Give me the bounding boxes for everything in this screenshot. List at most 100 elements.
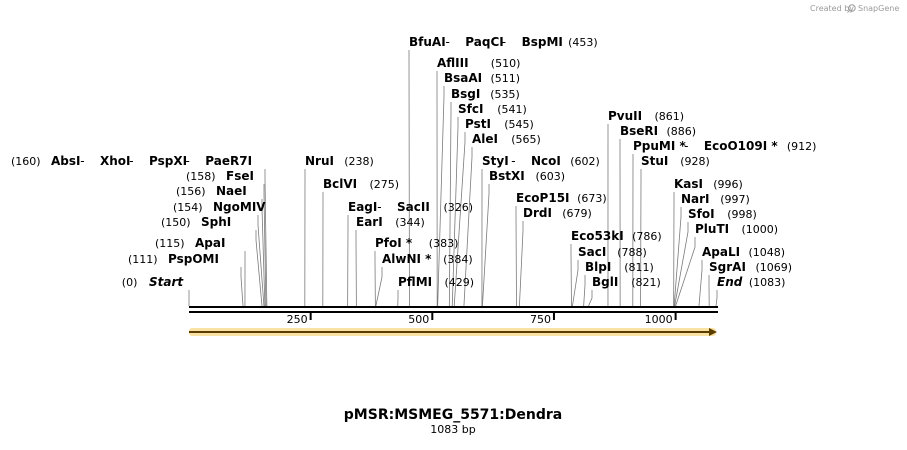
site-separator: - [80,154,84,168]
site-name-bgli: BglI [592,275,618,289]
site-pos-eco53ki: (786) [632,230,662,243]
site-absi[interactable]: (160)AbsI - XhoI - PspXI - PaeR7I [11,154,252,168]
site-line-apali [699,260,702,306]
site-apai[interactable]: (115)ApaI [155,236,225,250]
tick-label-750: 750 [530,313,551,326]
site-name-end: End [717,275,743,289]
site-eco53ki[interactable]: Eco53kI(786) [571,229,662,243]
site-pos-bgli: (821) [631,276,661,289]
site-name-bsaai: BsaAI [444,71,482,85]
site-pos-start: (0) [122,276,138,289]
site-afliii[interactable]: AflIII(510) [437,56,520,70]
site-pluti[interactable]: PluTI (1000) [695,222,778,236]
site-pos-nari: (997) [720,193,750,206]
site-saci[interactable]: SacI(788) [578,245,647,259]
site-styi[interactable]: StyI - NcoI(602) [482,154,600,168]
site-pfoi[interactable]: PfoI *(383) [375,236,458,250]
site-name-nari: NarI [681,192,710,206]
site-pos-sfci: (541) [497,103,527,116]
site-line-alwni [376,267,382,306]
site-name-absi: PspXI [149,154,187,168]
site-end[interactable]: End(1083) [717,275,785,289]
site-bclvi[interactable]: BclVI(275) [323,177,399,191]
credit-prefix: Created by [810,4,854,13]
site-name-psti: PstI [465,117,491,131]
site-bseri[interactable]: BseRI (886) [620,124,696,138]
site-pos-bsaai: (511) [491,72,521,85]
site-pos-afliii: (510) [491,57,521,70]
site-fsei[interactable]: (158)FseI [186,169,254,183]
site-ppumi[interactable]: PpuMI * - EcoO109I *(912) [633,139,816,153]
site-name-sgrai: SgrAI [709,260,746,274]
site-name-pluti: PluTI [695,222,729,236]
site-drdi[interactable]: DrdI(679) [523,206,592,220]
site-pos-fsei: (158) [186,170,216,183]
site-pos-sgrai: (1069) [756,261,793,274]
site-line-pspomi [241,267,243,306]
site-pos-ppumi: (912) [787,140,817,153]
map-subtitle: 1083 bp [430,423,475,436]
site-name-pfoi: PfoI * [375,236,413,250]
site-pos-naei: (156) [176,185,206,198]
site-eari[interactable]: EarI (344) [356,215,425,229]
site-kasi[interactable]: KasI(996) [674,177,743,191]
site-pos-ecop15i: (673) [577,192,607,205]
site-sphi[interactable]: (150)SphI [161,215,231,229]
site-sfoi[interactable]: SfoI(998) [688,207,757,221]
site-pos-saci: (788) [617,246,647,259]
site-pflmi[interactable]: PflMI(429) [398,275,474,289]
site-ecop15i[interactable]: EcoP15I(673) [516,191,607,205]
site-alwni[interactable]: AlwNI *(384) [382,252,473,266]
site-sgrai[interactable]: SgrAI (1069) [709,260,792,274]
site-sfci[interactable]: SfcI (541) [458,102,527,116]
site-name-drdi: DrdI [523,206,552,220]
site-pspomi[interactable]: (111)PspOMI [128,252,219,266]
site-nari[interactable]: NarI (997) [681,192,750,206]
site-psti[interactable]: PstI(545) [465,117,534,131]
site-name-alwni: AlwNI * [382,252,432,266]
site-eagi[interactable]: EagI - SacII(326) [348,200,473,214]
site-pos-stui: (928) [680,155,710,168]
site-bsgi[interactable]: BsgI(535) [451,87,520,101]
site-nrui[interactable]: NruI(238) [305,154,374,168]
site-bsaai[interactable]: BsaAI (511) [444,71,520,85]
site-start[interactable]: (0) Start [122,275,185,289]
site-name-bseri: BseRI [620,124,658,138]
snapgene-credit: Created by SnapGene [810,4,899,13]
site-name-ngomiv: NgoMIV [213,200,266,214]
site-pos-bsgi: (535) [490,88,520,101]
site-name-styi: NcoI [531,154,561,168]
site-name-bclvi: BclVI [323,177,357,191]
site-blpi[interactable]: BlpI(811) [585,260,654,274]
site-pos-nrui: (238) [344,155,374,168]
site-pos-sphi: (150) [161,216,191,229]
site-name-absi: AbsI [51,154,80,168]
site-name-absi: PaeR7I [205,154,252,168]
feature-dendra[interactable] [189,328,717,336]
site-name-absi: XhoI [100,154,131,168]
site-pvuii[interactable]: PvuII(861) [608,109,684,123]
site-name-start: Start [149,275,184,289]
site-name-sfci: SfcI [458,102,483,116]
map-title: pMSR:MSMEG_5571:Dendra [344,407,562,423]
site-line-sfoi [675,222,688,306]
site-name-bfuai: BspMI [522,35,563,49]
site-pos-bseri: (886) [667,125,697,138]
site-bstxi[interactable]: BstXI(603) [489,169,565,183]
site-pos-pluti: (1000) [742,223,779,236]
site-ngomiv[interactable]: (154)NgoMIV [173,200,266,214]
site-naei[interactable]: (156)NaeI [176,184,247,198]
site-pos-eari: (344) [395,216,425,229]
site-bfuai[interactable]: BfuAI - PaqCI - BspMI(453) [409,35,598,49]
site-name-eagi: SacII [397,200,430,214]
site-apali[interactable]: ApaLI(1048) [702,245,785,259]
site-separator: - [377,200,381,214]
site-alei[interactable]: AleI(565) [472,132,541,146]
site-pos-apai: (115) [155,237,185,250]
site-separator: - [129,154,133,168]
site-stui[interactable]: StuI(928) [641,154,710,168]
site-labels: (0)Start(111)PspOMI(115)ApaI(150)SphI(15… [11,35,816,289]
site-bgli[interactable]: BglI (821) [592,275,661,289]
site-name-eari: EarI [356,215,383,229]
